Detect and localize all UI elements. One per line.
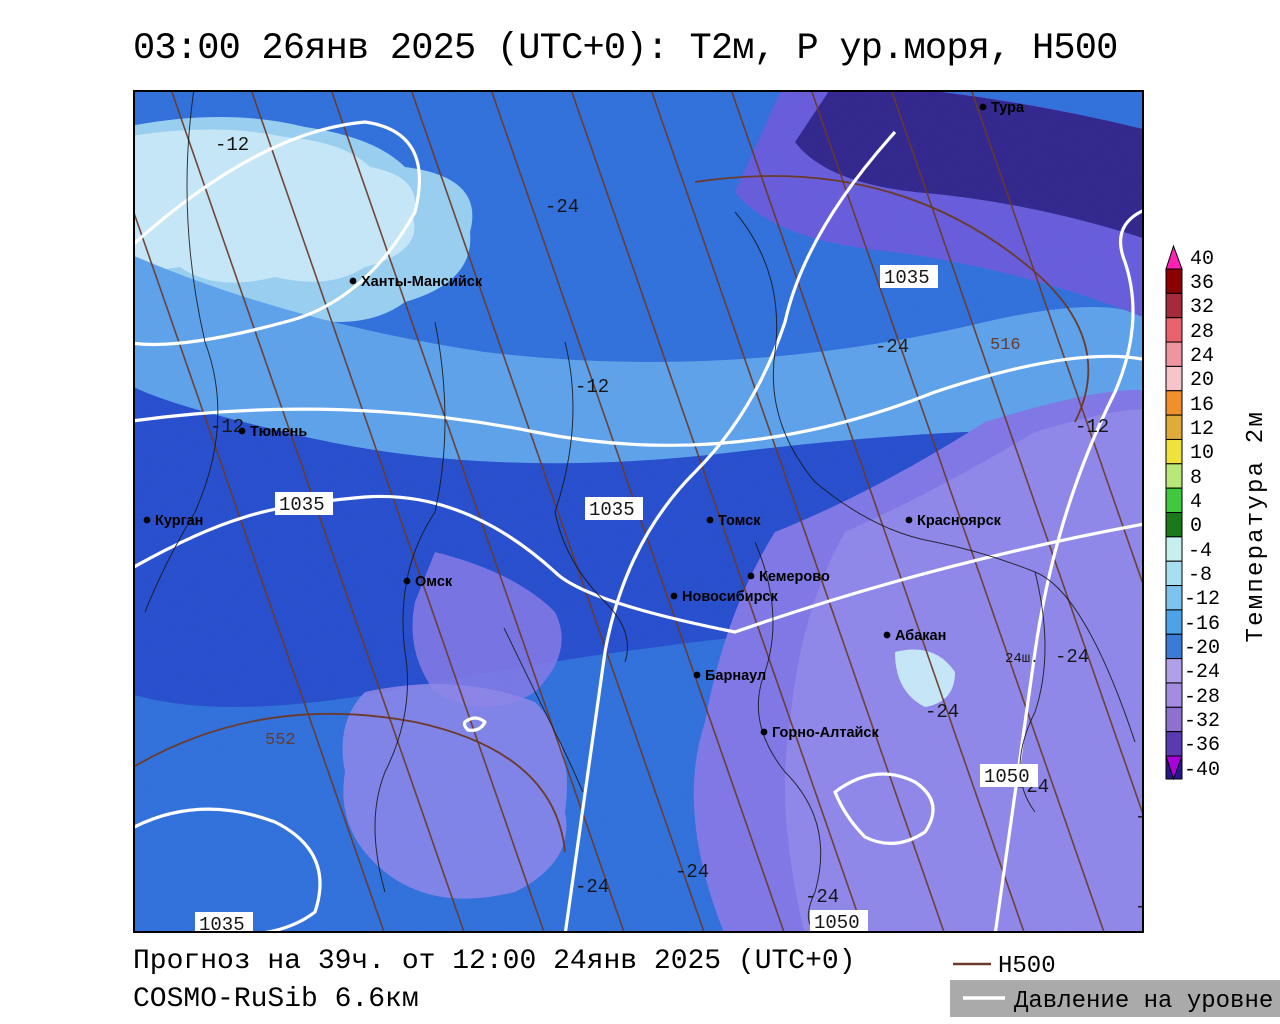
svg-text:-28: -28	[1184, 686, 1220, 709]
svg-text:-20: -20	[1184, 637, 1220, 660]
svg-text:32: 32	[1190, 296, 1214, 319]
svg-text:-40: -40	[1184, 759, 1220, 782]
svg-text:40: 40	[1190, 248, 1214, 271]
svg-text:4: 4	[1190, 491, 1202, 514]
svg-text:36: 36	[1190, 272, 1214, 295]
svg-text:24: 24	[1190, 345, 1214, 368]
svg-text:16: 16	[1190, 394, 1214, 417]
svg-text:0: 0	[1190, 515, 1202, 538]
svg-text:8: 8	[1190, 467, 1202, 490]
svg-text:20: 20	[1190, 369, 1214, 392]
svg-text:-32: -32	[1184, 710, 1220, 733]
svg-text:-36: -36	[1184, 734, 1220, 757]
svg-text:-16: -16	[1184, 613, 1220, 636]
svg-text:-8: -8	[1188, 564, 1212, 587]
svg-text:-4: -4	[1188, 540, 1212, 563]
svg-text:-24: -24	[1184, 661, 1220, 684]
svg-text:28: 28	[1190, 321, 1214, 344]
svg-text:12: 12	[1190, 418, 1214, 441]
svg-text:-12: -12	[1184, 588, 1220, 611]
svg-text:10: 10	[1190, 442, 1214, 465]
